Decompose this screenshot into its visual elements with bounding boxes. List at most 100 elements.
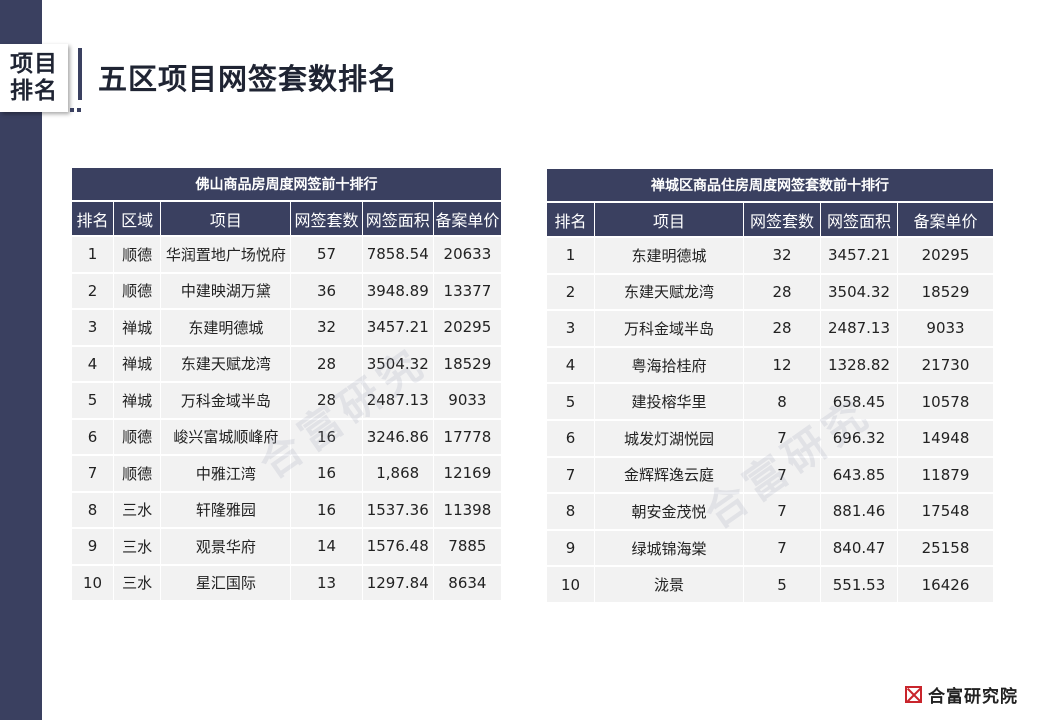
table-caption: 禅城区商品住房周度网签套数前十排行 <box>547 169 993 201</box>
table-cell: 20295 <box>898 238 993 273</box>
chancheng-ranking-table: 禅城区商品住房周度网签套数前十排行 排名 项目 网签套数 网签面积 备案单价 1 东建明德… <box>546 167 994 604</box>
table-cell: 36 <box>291 273 362 308</box>
table-cell: 1576.48 <box>362 529 433 564</box>
table-cell: 三水 <box>114 492 161 527</box>
table-cell: 7 <box>547 457 594 493</box>
brand-logo-icon <box>905 686 922 703</box>
table-cell: 绿城锦海棠 <box>595 530 743 566</box>
table-cell: 轩隆雅园 <box>161 492 291 527</box>
section-tag-line2: 排名 <box>10 78 58 104</box>
column-header: 项目 <box>595 203 743 236</box>
table-cell: 32 <box>744 238 820 273</box>
table-cell: 17548 <box>898 494 993 529</box>
table-cell: 建投榕华里 <box>595 384 743 419</box>
table-cell: 2487.13 <box>362 383 433 418</box>
column-header: 网签套数 <box>291 202 362 235</box>
table-cell: 5 <box>547 384 594 419</box>
table-cell: 28 <box>291 346 362 381</box>
table-cell: 8 <box>744 384 820 419</box>
table-cell: 16426 <box>898 567 993 602</box>
section-tag-dots <box>70 108 81 112</box>
table-cell: 10 <box>547 567 594 602</box>
table-cell: 8 <box>547 494 594 529</box>
table-cell: 2 <box>72 273 114 308</box>
table-cell: 551.53 <box>821 567 897 602</box>
table-row: 1 顺德 华润置地广场悦府 57 7858.54 20633 <box>72 237 501 272</box>
page-title: 五区项目网签套数排名 <box>98 62 399 96</box>
table-cell: 1328.82 <box>821 347 897 383</box>
column-header: 排名 <box>72 202 114 235</box>
table-cell: 3504.32 <box>362 346 433 381</box>
foshan-ranking-table: 佛山商品房周度网签前十排行 排名 区域 项目 网签套数 网签面积 备案单价 1 顺德 华润置地… <box>71 166 502 602</box>
table-cell: 3948.89 <box>362 273 433 308</box>
table-cell: 东建明德城 <box>161 310 291 345</box>
table-row: 7 金辉辉逸云庭 7 643.85 11879 <box>547 457 993 493</box>
table-cell: 9033 <box>433 383 501 418</box>
table-cell: 7 <box>744 420 820 456</box>
table-cell: 12169 <box>433 456 501 491</box>
table-cell: 7 <box>744 457 820 493</box>
table-cell: 4 <box>72 346 114 381</box>
table-cell: 10 <box>72 565 114 600</box>
section-tag: 项目 排名 <box>0 44 68 112</box>
table-cell: 11398 <box>433 492 501 527</box>
table-cell: 16 <box>291 419 362 454</box>
table-row: 6 顺德 峻兴富城顺峰府 16 3246.86 17778 <box>72 419 501 454</box>
table-cell: 21730 <box>898 347 993 383</box>
table-cell: 16 <box>291 456 362 491</box>
table-row: 8 三水 轩隆雅园 16 1537.36 11398 <box>72 492 501 527</box>
table-row: 1 东建明德城 32 3457.21 20295 <box>547 238 993 273</box>
brand: 合富研究院 <box>905 682 1018 707</box>
table-cell: 18529 <box>433 346 501 381</box>
table-row: 8 朝安金茂悦 7 881.46 17548 <box>547 494 993 529</box>
table-row: 10 泷景 5 551.53 16426 <box>547 567 993 602</box>
table-cell: 840.47 <box>821 530 897 566</box>
title-divider <box>78 48 82 100</box>
table-cell: 9033 <box>898 311 993 346</box>
table-cell: 7858.54 <box>362 237 433 272</box>
table-cell: 12 <box>744 347 820 383</box>
table-cell: 3457.21 <box>821 238 897 273</box>
column-header: 备案单价 <box>433 202 501 235</box>
table-cell: 6 <box>547 420 594 456</box>
table-cell: 顺德 <box>114 273 161 308</box>
table-cell: 5 <box>72 383 114 418</box>
table-row: 2 东建天赋龙湾 28 3504.32 18529 <box>547 274 993 310</box>
table-cell: 禅城 <box>114 383 161 418</box>
table-cell: 3504.32 <box>821 274 897 310</box>
table-row: 5 建投榕华里 8 658.45 10578 <box>547 384 993 419</box>
table-cell: 星汇国际 <box>161 565 291 600</box>
table-cell: 东建天赋龙湾 <box>595 274 743 310</box>
table-cell: 顺德 <box>114 419 161 454</box>
table-row: 5 禅城 万科金域半岛 28 2487.13 9033 <box>72 383 501 418</box>
table-cell: 6 <box>72 419 114 454</box>
table-cell: 8634 <box>433 565 501 600</box>
table-cell: 顺德 <box>114 456 161 491</box>
table-cell: 金辉辉逸云庭 <box>595 457 743 493</box>
table-cell: 1 <box>547 238 594 273</box>
table-cell: 16 <box>291 492 362 527</box>
table-cell: 20295 <box>433 310 501 345</box>
table-cell: 7 <box>744 494 820 529</box>
table-cell: 中建映湖万黛 <box>161 273 291 308</box>
section-tag-line1: 项目 <box>10 51 58 77</box>
column-header: 排名 <box>547 203 594 236</box>
table-cell: 中雅江湾 <box>161 456 291 491</box>
table-cell: 57 <box>291 237 362 272</box>
table-cell: 696.32 <box>821 420 897 456</box>
table-cell: 10578 <box>898 384 993 419</box>
table-cell: 禅城 <box>114 346 161 381</box>
table-cell: 城发灯湖悦园 <box>595 420 743 456</box>
table-cell: 1537.36 <box>362 492 433 527</box>
brand-name: 合富研究院 <box>928 687 1018 707</box>
table-cell: 华润置地广场悦府 <box>161 237 291 272</box>
table-cell: 7885 <box>433 529 501 564</box>
table-caption: 佛山商品房周度网签前十排行 <box>72 168 501 200</box>
table-cell: 13 <box>291 565 362 600</box>
table-cell: 9 <box>547 530 594 566</box>
table-cell: 14948 <box>898 420 993 456</box>
table-row: 3 禅城 东建明德城 32 3457.21 20295 <box>72 310 501 345</box>
table-cell: 18529 <box>898 274 993 310</box>
table-cell: 3 <box>547 311 594 346</box>
table-cell: 4 <box>547 347 594 383</box>
